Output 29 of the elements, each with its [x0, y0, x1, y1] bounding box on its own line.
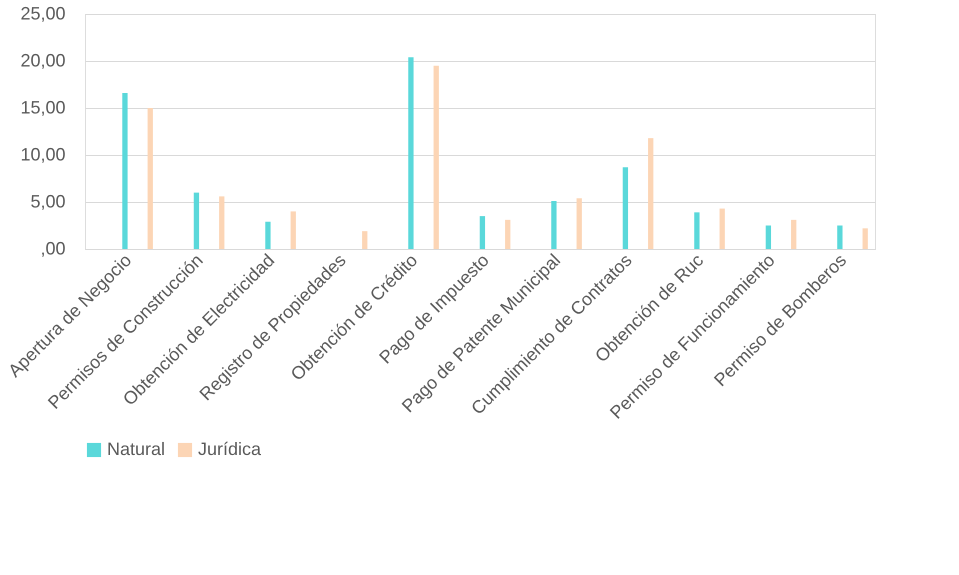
bar — [290, 211, 296, 249]
bar — [622, 167, 628, 249]
bar — [862, 228, 868, 249]
y-tick-label: 10,00 — [20, 144, 66, 164]
y-tick-label: 20,00 — [20, 50, 66, 70]
bar — [766, 226, 772, 249]
bar — [648, 138, 654, 249]
y-tick-label: 15,00 — [20, 98, 66, 118]
y-tick-label: 5,00 — [30, 192, 66, 212]
legend-label: Natural — [107, 439, 166, 459]
bar — [265, 222, 271, 249]
bar — [837, 226, 843, 249]
y-tick-label: ,00 — [40, 238, 66, 258]
bar — [694, 212, 700, 249]
bar — [434, 66, 439, 249]
bar — [720, 208, 725, 249]
legend-label: Jurídica — [198, 439, 262, 459]
bar — [480, 216, 486, 249]
bar — [362, 231, 368, 249]
bar — [122, 92, 128, 249]
bar — [194, 192, 200, 249]
bar — [148, 108, 153, 249]
bar — [576, 198, 582, 249]
bar — [551, 201, 557, 249]
bar — [791, 220, 796, 249]
y-tick-label: 25,00 — [20, 4, 66, 24]
bar — [505, 220, 510, 249]
bar — [219, 196, 224, 249]
bar — [408, 57, 414, 249]
